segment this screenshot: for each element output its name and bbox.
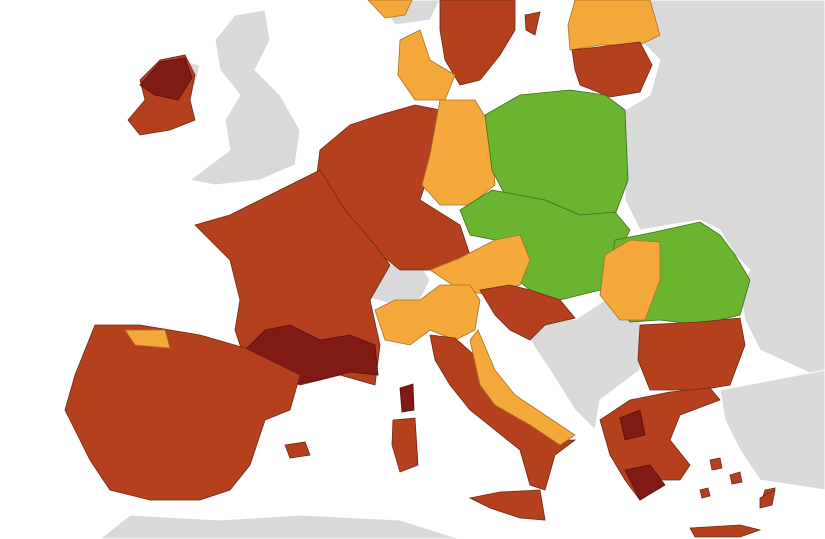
sicily xyxy=(468,489,546,521)
italy-east xyxy=(469,329,576,446)
france xyxy=(194,169,391,386)
greece-region xyxy=(619,409,646,441)
united-kingdom xyxy=(188,9,301,186)
eastern-non-eu xyxy=(619,0,825,381)
bulgaria xyxy=(637,317,746,391)
gotland xyxy=(524,11,541,36)
norway-south xyxy=(367,0,413,19)
ireland-region xyxy=(139,57,193,101)
denmark xyxy=(397,29,456,101)
poland xyxy=(484,89,629,216)
spain-north-region xyxy=(124,329,171,349)
balkans xyxy=(529,299,641,432)
italy-north xyxy=(374,284,481,346)
balearics xyxy=(284,441,311,459)
corsica xyxy=(399,383,415,413)
crete xyxy=(689,524,762,538)
aegean-islands xyxy=(699,457,776,501)
baltics xyxy=(571,41,653,98)
sardinia xyxy=(391,417,419,473)
spain xyxy=(64,324,301,501)
cyprus-region xyxy=(759,489,776,509)
romania-west xyxy=(599,239,661,321)
sweden xyxy=(439,0,516,86)
slovenia-croatia xyxy=(479,284,576,341)
peloponnese xyxy=(624,464,666,501)
turkey xyxy=(719,369,825,491)
north-africa xyxy=(99,514,461,539)
